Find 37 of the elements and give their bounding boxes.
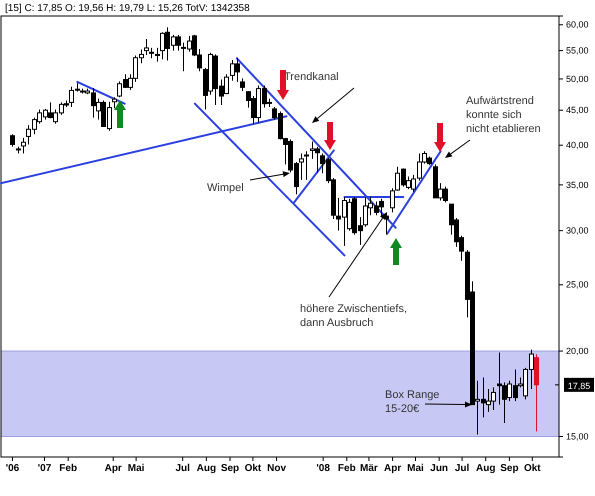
annotation: Trendkanal [284, 71, 339, 83]
x-tick-label: Jul [175, 463, 190, 474]
y-tick-label: 45,00 [566, 105, 589, 116]
x-tick-label: Mai [407, 463, 424, 474]
x-tick-label: Jun [430, 463, 448, 474]
x-tick-label: Jul [454, 463, 470, 474]
y-tick-label: 50,00 [566, 74, 589, 84]
x-tick-label: Aug [476, 463, 496, 474]
x-tick-label: Sep [220, 463, 240, 474]
y-tick-label: 55,00 [566, 46, 589, 56]
x-tick-label: '07 [38, 463, 52, 474]
annotation: Box Range 15-20€ [385, 389, 440, 415]
annotation: Aufwärtstrend konnte sich nicht etablieren [466, 95, 541, 135]
x-tick-label: Nov [267, 463, 286, 474]
x-tick-label: Okt [524, 463, 542, 474]
x-tick-label: Apr [384, 463, 402, 474]
y-tick-label: 30,00 [566, 226, 589, 236]
x-tick-label: Sep [500, 463, 519, 474]
x-tick-label: '08 [316, 463, 330, 474]
x-tick-label: Aug [196, 463, 216, 474]
y-tick-label: 25,00 [566, 280, 589, 290]
x-tick-label: Mai [128, 463, 145, 474]
annotation: Wimpel [207, 182, 244, 194]
x-tick-label: Apr [104, 463, 122, 474]
annotation: höhere Zwischentiefs, dann Ausbruch [300, 303, 407, 329]
y-tick-label: 40,00 [566, 140, 589, 150]
y-tick-label: 15,00 [566, 431, 589, 442]
ref-line-label: 17,85 [568, 380, 590, 391]
x-tick-label: Mär [360, 463, 378, 474]
x-tick-label: Feb [59, 463, 78, 474]
x-tick-label: Feb [338, 463, 356, 474]
x-tick-label: Okt [244, 463, 262, 474]
x-tick-label: '06 [6, 463, 20, 474]
y-tick-label: 20,00 [566, 346, 589, 356]
y-tick-label: 35,00 [566, 180, 589, 190]
chart-title: [15] C: 17,85 O: 19,56 H: 19,79 L: 15,26 TotV: 1342358 [5, 3, 250, 14]
y-tick-label: 60,00 [566, 20, 589, 30]
